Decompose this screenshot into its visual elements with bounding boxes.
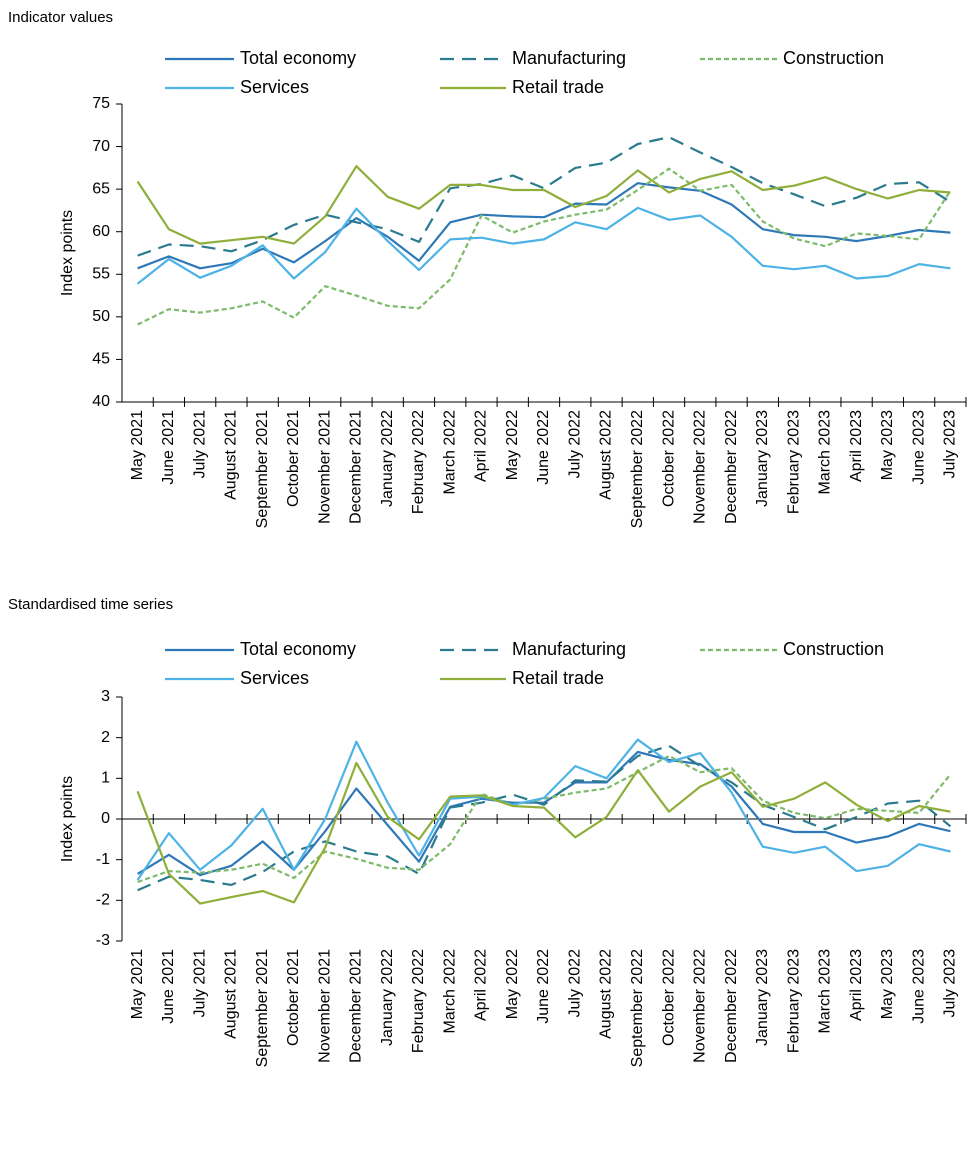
x-tick-label: June 2021 — [160, 949, 177, 1024]
x-tick-label: May 2022 — [504, 949, 521, 1019]
legend-label: Services — [240, 668, 309, 688]
x-tick-label: April 2022 — [473, 410, 490, 482]
series-line — [137, 744, 952, 892]
x-tick-label: July 2022 — [566, 949, 583, 1018]
x-tick-label: March 2023 — [817, 949, 834, 1034]
x-tick-label: November 2021 — [316, 949, 333, 1063]
x-tick-label: August 2021 — [223, 949, 240, 1039]
x-tick-label: January 2022 — [379, 949, 396, 1046]
x-tick-label: October 2021 — [285, 410, 302, 507]
chart-title: Standardised time series — [8, 596, 173, 613]
y-tick-label: 70 — [92, 138, 110, 155]
y-tick-label: 60 — [92, 223, 110, 240]
legend-label: Construction — [783, 639, 884, 659]
x-tick-label: October 2021 — [285, 949, 302, 1046]
x-tick-label: April 2023 — [848, 949, 865, 1021]
y-tick-label: 55 — [92, 266, 110, 283]
legend-label: Manufacturing — [512, 639, 626, 659]
x-tick-label: December 2022 — [723, 949, 740, 1063]
series-line — [137, 754, 952, 884]
x-tick-label: December 2022 — [723, 410, 740, 524]
x-tick-label: October 2022 — [660, 410, 677, 507]
x-tick-label: June 2022 — [535, 410, 552, 485]
x-tick-label: December 2021 — [348, 410, 365, 524]
x-tick-label: May 2022 — [504, 410, 521, 480]
legend-label: Retail trade — [512, 77, 604, 97]
y-tick-label: 65 — [92, 180, 110, 197]
y-axis-label: Index points — [59, 776, 76, 862]
chart-title: Indicator values — [8, 9, 113, 26]
legend-label: Construction — [783, 48, 884, 68]
legend-label: Total economy — [240, 639, 356, 659]
x-tick-label: September 2022 — [629, 949, 646, 1067]
y-tick-label: -3 — [96, 932, 110, 949]
series-line — [136, 206, 951, 285]
x-tick-label: July 2022 — [566, 410, 583, 479]
y-tick-label: -2 — [96, 892, 110, 909]
y-tick-label: 1 — [101, 770, 110, 787]
x-tick-label: January 2023 — [754, 949, 771, 1046]
legend-label: Total economy — [240, 48, 356, 68]
y-tick-label: 50 — [92, 308, 110, 325]
x-tick-label: November 2022 — [692, 949, 709, 1063]
x-tick-label: March 2023 — [817, 410, 834, 495]
x-tick-label: August 2022 — [598, 949, 615, 1039]
series-line — [137, 167, 952, 326]
y-axis-label: Index points — [59, 210, 76, 296]
x-tick-label: July 2021 — [191, 410, 208, 479]
x-tick-label: September 2021 — [254, 949, 271, 1067]
y-tick-label: 75 — [92, 95, 110, 112]
x-tick-label: July 2021 — [191, 949, 208, 1018]
x-tick-label: May 2021 — [129, 949, 146, 1019]
x-tick-label: May 2023 — [879, 410, 896, 480]
x-tick-label: August 2021 — [223, 410, 240, 500]
x-tick-label: September 2022 — [629, 410, 646, 528]
y-tick-label: 45 — [92, 351, 110, 368]
x-tick-label: October 2022 — [660, 949, 677, 1046]
series-line — [136, 165, 951, 245]
legend-label: Retail trade — [512, 668, 604, 688]
x-tick-label: July 2023 — [942, 949, 959, 1018]
y-tick-label: 40 — [92, 393, 110, 410]
x-tick-label: June 2023 — [910, 949, 927, 1024]
x-tick-label: April 2023 — [848, 410, 865, 482]
x-tick-label: February 2023 — [785, 949, 802, 1053]
x-tick-label: February 2022 — [410, 949, 427, 1053]
x-tick-label: June 2023 — [910, 410, 927, 485]
x-tick-label: November 2021 — [316, 410, 333, 524]
x-tick-label: February 2023 — [785, 410, 802, 514]
x-tick-label: January 2022 — [379, 410, 396, 507]
y-tick-label: 0 — [101, 810, 110, 827]
x-tick-label: January 2023 — [754, 410, 771, 507]
x-tick-label: September 2021 — [254, 410, 271, 528]
x-tick-label: March 2022 — [441, 410, 458, 495]
legend-label: Services — [240, 77, 309, 97]
x-tick-label: July 2023 — [942, 410, 959, 479]
series-line — [136, 738, 951, 881]
x-tick-label: June 2022 — [535, 949, 552, 1024]
x-tick-label: April 2022 — [473, 949, 490, 1021]
y-tick-label: -1 — [96, 851, 110, 868]
series-line — [137, 750, 951, 877]
series-line — [136, 761, 951, 905]
x-tick-label: February 2022 — [410, 410, 427, 514]
y-tick-label: 3 — [101, 688, 110, 705]
x-tick-label: November 2022 — [692, 410, 709, 524]
x-tick-label: May 2021 — [129, 410, 146, 480]
x-tick-label: March 2022 — [441, 949, 458, 1034]
x-tick-label: December 2021 — [348, 949, 365, 1063]
x-tick-label: August 2022 — [598, 410, 615, 500]
y-tick-label: 2 — [101, 729, 110, 746]
series-line — [137, 136, 951, 257]
x-tick-label: June 2021 — [160, 410, 177, 485]
legend-label: Manufacturing — [512, 48, 626, 68]
series-line — [137, 182, 951, 270]
x-tick-label: May 2023 — [879, 949, 896, 1019]
